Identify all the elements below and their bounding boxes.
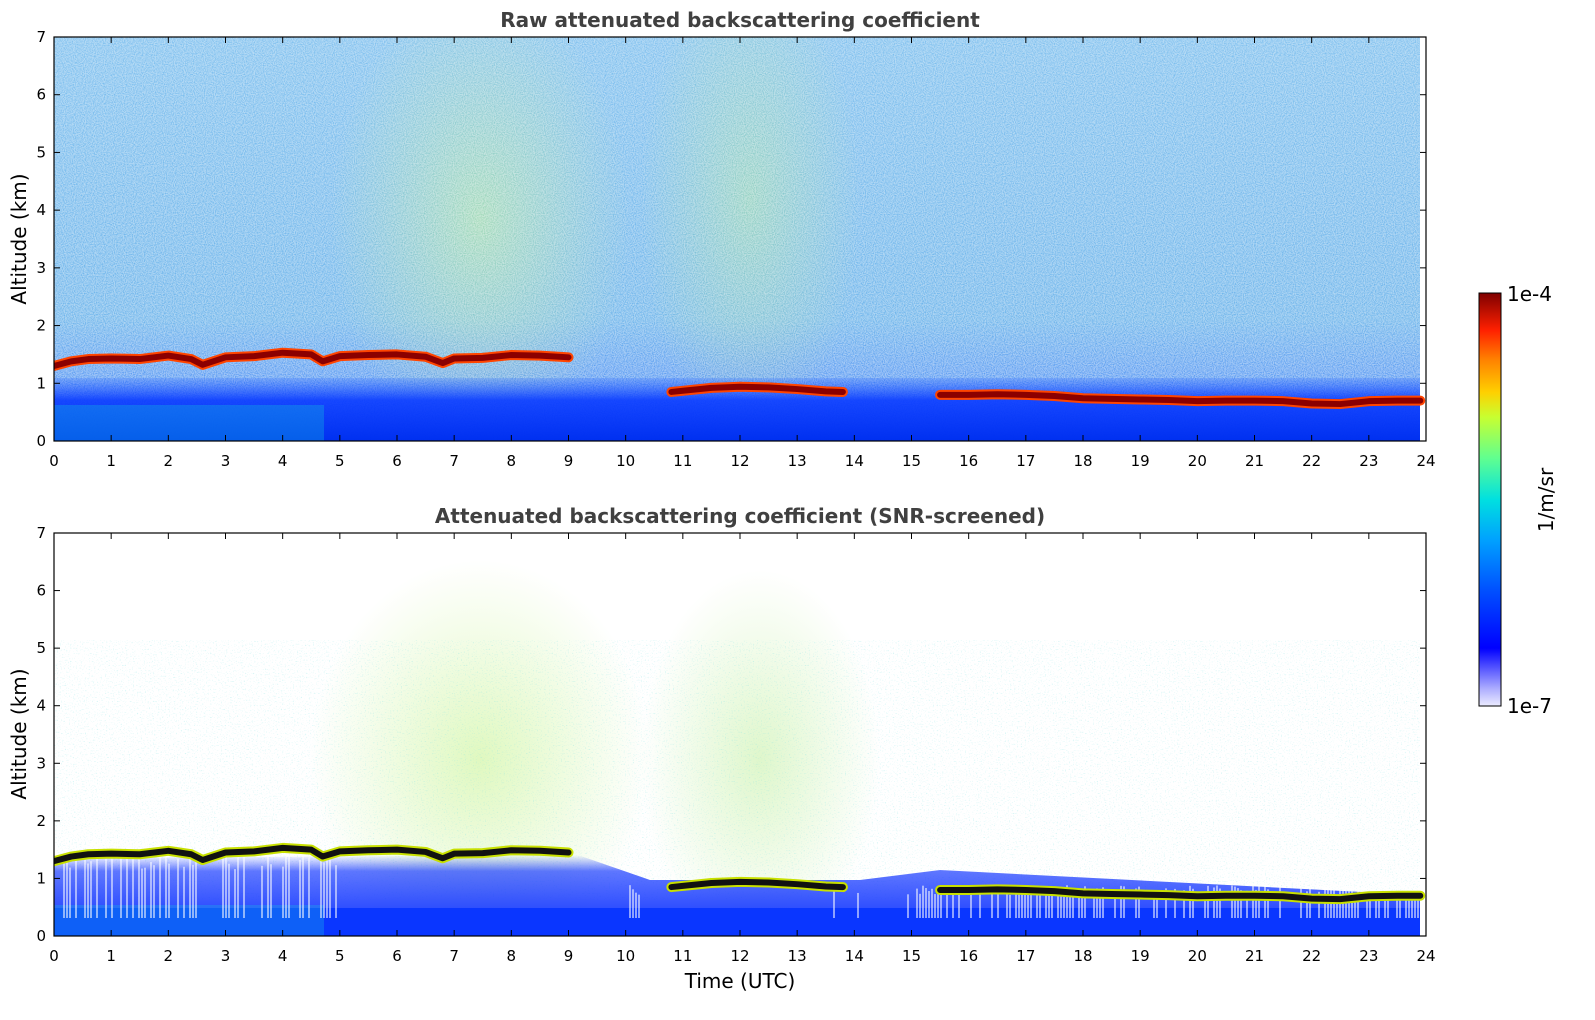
screened-xtick-label: 23 — [1359, 947, 1378, 965]
screened-xtick-label: 13 — [788, 947, 807, 965]
raw-backscatter-panel: Raw attenuated backscattering coefficien… — [7, 8, 1436, 470]
screened-xtick-label: 5 — [335, 947, 345, 965]
screened-ytick-label: 2 — [36, 812, 46, 830]
screened-xtick-label: 1 — [106, 947, 116, 965]
raw-xtick-label: 6 — [392, 452, 402, 470]
screened-cloud-layer-3 — [937, 886, 1424, 903]
raw-xtick-label: 5 — [335, 452, 345, 470]
colorbar-min-label: 1e-7 — [1507, 694, 1552, 718]
screened-speckle — [54, 640, 1420, 900]
screened-xtick-label: 8 — [507, 947, 517, 965]
raw-xtick-label: 22 — [1302, 452, 1321, 470]
raw-xtick-label: 4 — [278, 452, 288, 470]
raw-speckle-noise — [54, 37, 1420, 441]
raw-xtick-label: 10 — [616, 452, 635, 470]
raw-xtick-label: 17 — [1016, 452, 1035, 470]
raw-surface-aerosol — [54, 405, 324, 441]
screened-cloud-layer-2 — [668, 878, 846, 891]
raw-cloud-layer-2 — [668, 383, 846, 395]
screened-ytick-label: 7 — [36, 524, 46, 542]
raw-ytick-label: 3 — [36, 259, 46, 277]
raw-heatmap-area — [54, 37, 1426, 441]
raw-panel-title: Raw attenuated backscattering coefficien… — [500, 8, 980, 32]
screened-xtick-label: 22 — [1302, 947, 1321, 965]
raw-xtick-label: 0 — [49, 452, 59, 470]
raw-xtick-label: 8 — [507, 452, 517, 470]
raw-xtick-label: 23 — [1359, 452, 1378, 470]
raw-ytick-label: 7 — [36, 28, 46, 46]
raw-xtick-label: 13 — [788, 452, 807, 470]
screened-xtick-label: 15 — [902, 947, 921, 965]
raw-y-axis-label: Altitude (km) — [7, 173, 31, 304]
screened-ytick-label: 6 — [36, 582, 46, 600]
screened-ytick-label: 3 — [36, 754, 46, 772]
raw-xtick-label: 15 — [902, 452, 921, 470]
raw-xtick-label: 19 — [1131, 452, 1150, 470]
raw-xtick-label: 9 — [564, 452, 574, 470]
colorbar-gradient — [1478, 292, 1502, 707]
screened-xtick-label: 9 — [564, 947, 574, 965]
colorbar: 1e-4 1e-7 1/m/sr — [1478, 282, 1558, 718]
screened-cloud-layers — [54, 842, 1426, 905]
raw-cloud-layers — [54, 347, 1426, 410]
screened-xtick-label: 4 — [278, 947, 288, 965]
raw-ytick-label: 4 — [36, 201, 46, 219]
screened-backscatter-panel: Attenuated backscattering coefficient (S… — [7, 504, 1436, 993]
screened-xtick-label: 6 — [392, 947, 402, 965]
colorbar-unit-label: 1/m/sr — [1534, 467, 1558, 532]
screened-heatmap-area — [54, 533, 1426, 936]
screened-surface-aerosol — [54, 905, 324, 936]
screened-xtick-label: 12 — [730, 947, 749, 965]
x-axis-label: Time (UTC) — [684, 969, 796, 993]
screened-ytick-label: 0 — [36, 927, 46, 945]
screened-y-axis-label: Altitude (km) — [7, 668, 31, 799]
raw-xtick-label: 3 — [221, 452, 231, 470]
screened-ticks: 0 1 2 3 4 5 6 7 8 9 10 11 12 13 14 15 16 17 18 19 20 21 22 23 24… — [36, 524, 1435, 965]
raw-ytick-label: 5 — [36, 143, 46, 161]
raw-xtick-label: 7 — [449, 452, 459, 470]
screened-xtick-label: 3 — [221, 947, 231, 965]
screened-panel-title: Attenuated backscattering coefficient (S… — [435, 504, 1045, 528]
screened-xtick-label: 7 — [449, 947, 459, 965]
raw-xtick-label: 1 — [106, 452, 116, 470]
screened-xtick-label: 14 — [845, 947, 864, 965]
raw-ticks: 0 1 2 3 4 5 6 7 8 9 10 11 12 13 14 15 16 17 18 19 20 21 22 23 24… — [36, 28, 1435, 470]
raw-ytick-label: 1 — [36, 374, 46, 392]
raw-xtick-label: 14 — [845, 452, 864, 470]
screened-xtick-label: 0 — [49, 947, 59, 965]
raw-xtick-label: 18 — [1073, 452, 1092, 470]
screened-xtick-label: 18 — [1073, 947, 1092, 965]
raw-xtick-label: 11 — [673, 452, 692, 470]
raw-xtick-label: 20 — [1188, 452, 1207, 470]
raw-cloud-layer-3 — [937, 391, 1424, 408]
screened-surface-layer — [54, 908, 1420, 936]
raw-ytick-label: 2 — [36, 317, 46, 335]
screened-xtick-label: 17 — [1016, 947, 1035, 965]
screened-xtick-label: 10 — [616, 947, 635, 965]
raw-ytick-label: 6 — [36, 86, 46, 104]
raw-ytick-label: 0 — [36, 432, 46, 450]
screened-xtick-label: 20 — [1188, 947, 1207, 965]
raw-xtick-label: 24 — [1416, 452, 1435, 470]
raw-xtick-label: 16 — [959, 452, 978, 470]
raw-xtick-label: 12 — [730, 452, 749, 470]
raw-cloud-layer-1 — [54, 349, 572, 369]
screened-xtick-label: 11 — [673, 947, 692, 965]
colorbar-max-label: 1e-4 — [1507, 282, 1552, 306]
screened-ytick-label: 1 — [36, 869, 46, 887]
screened-xtick-label: 24 — [1416, 947, 1435, 965]
screened-xtick-label: 2 — [164, 947, 174, 965]
screened-xtick-label: 21 — [1245, 947, 1264, 965]
screened-gaps — [63, 850, 1419, 918]
screened-ytick-label: 4 — [36, 697, 46, 715]
raw-xtick-label: 21 — [1245, 452, 1264, 470]
screened-xtick-label: 16 — [959, 947, 978, 965]
raw-xtick-label: 2 — [164, 452, 174, 470]
screened-cloud-layer-1 — [54, 844, 572, 865]
screened-ytick-label: 5 — [36, 639, 46, 657]
screened-xtick-label: 19 — [1131, 947, 1150, 965]
